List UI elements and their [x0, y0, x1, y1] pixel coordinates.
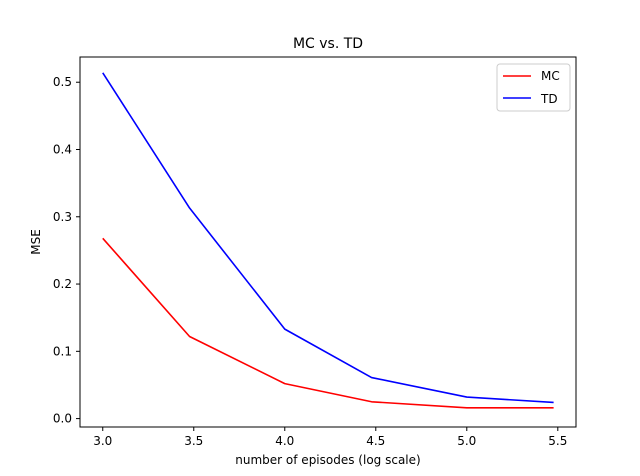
y-tick-label: 0.0 — [53, 412, 72, 426]
x-axis-label: number of episodes (log scale) — [235, 453, 420, 467]
y-tick-label: 0.5 — [53, 75, 72, 89]
plot-area-frame — [79, 56, 577, 428]
series-line-td — [102, 72, 554, 404]
x-tick-label: 4.0 — [275, 434, 294, 448]
x-tick-label: 5.5 — [548, 434, 567, 448]
x-tick-label: 4.5 — [366, 434, 385, 448]
legend: MC TD — [496, 63, 571, 112]
y-tick-label: 0.1 — [53, 344, 72, 358]
x-tick-label: 5.0 — [457, 434, 476, 448]
y-axis-ticks: 0.0 0.1 0.2 0.3 0.4 0.5 — [53, 75, 80, 426]
series-lines — [102, 72, 554, 409]
x-tick-label: 3.5 — [184, 434, 203, 448]
chart-title: MC vs. TD — [293, 36, 363, 52]
legend-mc-label: MC — [541, 69, 560, 83]
y-tick-label: 0.3 — [53, 210, 72, 224]
x-axis-ticks: 3.0 3.5 4.0 4.5 5.0 5.5 — [93, 427, 567, 448]
x-tick-label: 3.0 — [93, 434, 112, 448]
legend-td-label: TD — [540, 92, 558, 106]
series-line-mc — [102, 237, 554, 409]
y-axis-label: MSE — [29, 229, 43, 255]
y-tick-label: 0.4 — [53, 143, 72, 157]
y-tick-label: 0.2 — [53, 277, 72, 291]
